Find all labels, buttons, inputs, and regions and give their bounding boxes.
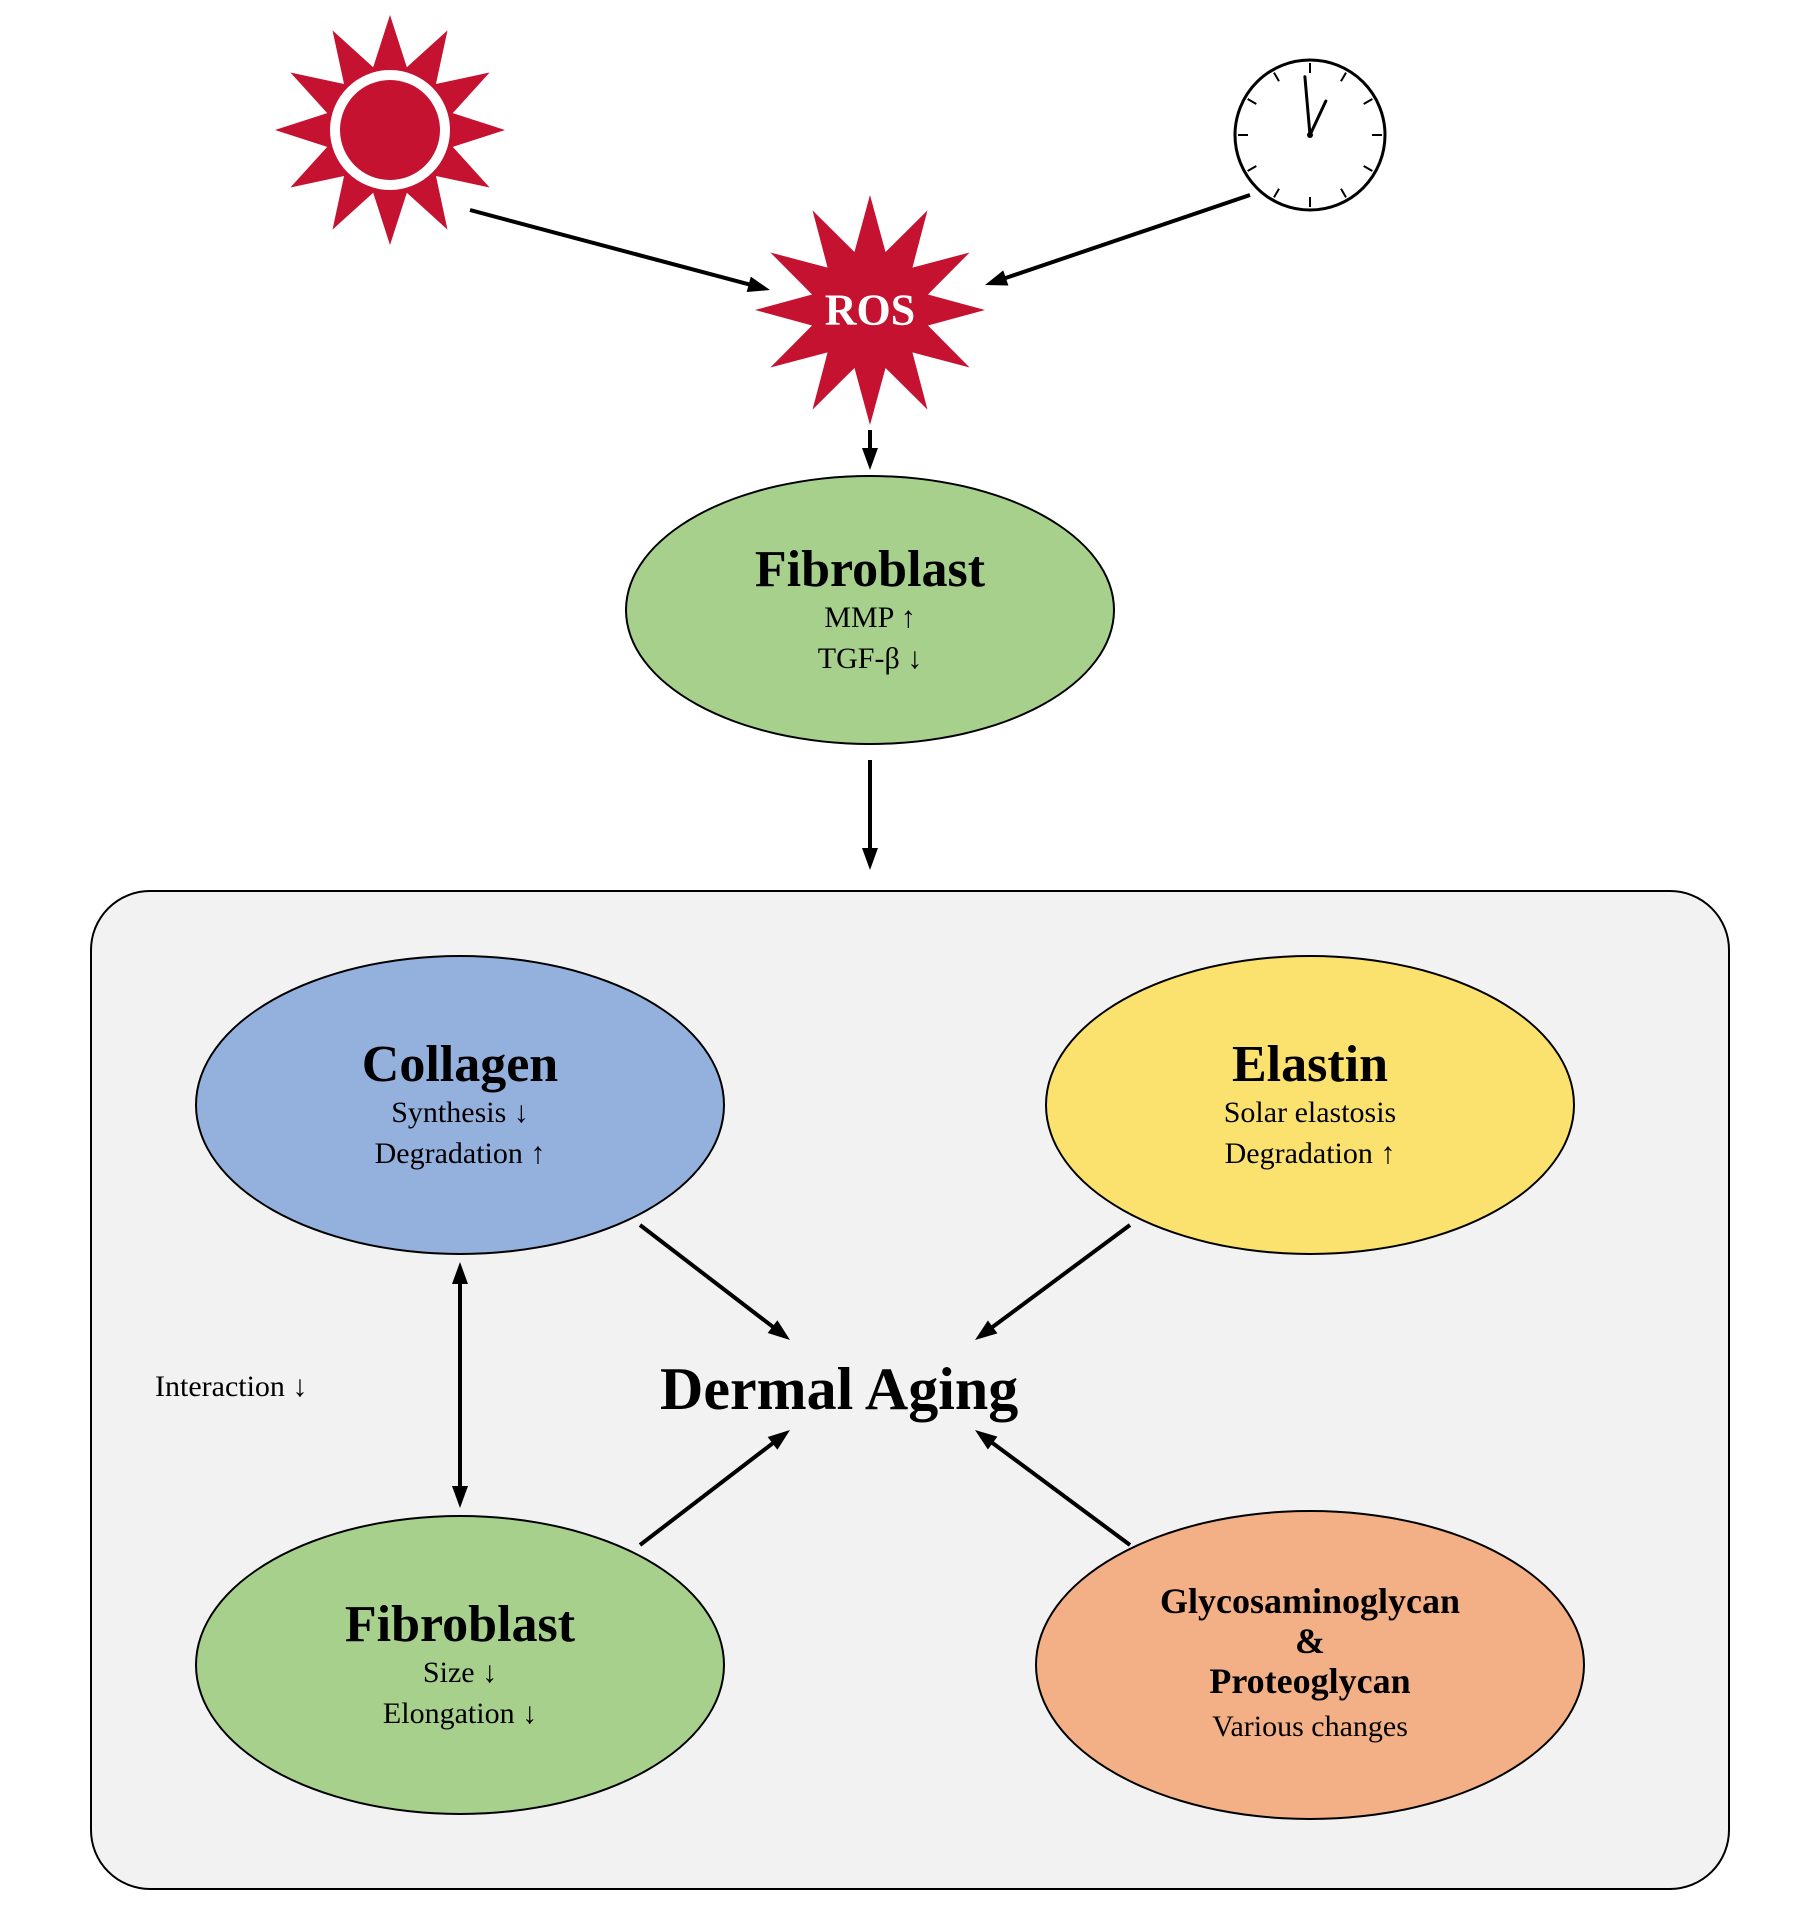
diagram-canvas: ROS Fibroblast MMP ↑ TGF-β ↓ Collagen Sy…: [0, 0, 1818, 1923]
gag-title-1: Glycosaminoglycan: [1160, 1582, 1460, 1622]
interaction-label: Interaction ↓: [155, 1370, 307, 1404]
fibroblast-bottom-line1: Size ↓: [423, 1653, 497, 1694]
collagen-title: Collagen: [362, 1036, 558, 1093]
fibroblast-bottom-title: Fibroblast: [345, 1596, 575, 1653]
fibroblast-bottom-line2: Elongation ↓: [383, 1694, 537, 1735]
elastin-line2: Degradation ↑: [1225, 1134, 1396, 1175]
arrow: [997, 195, 1250, 281]
gag-title-2: &: [1295, 1622, 1325, 1662]
elastin-node: Elastin Solar elastosis Degradation ↑: [1045, 955, 1575, 1255]
clock-icon: [1235, 60, 1385, 210]
ros-star-icon: [755, 195, 985, 425]
dermal-aging-label: Dermal Aging: [660, 1355, 1018, 1424]
gag-node: Glycosaminoglycan & Proteoglycan Various…: [1035, 1510, 1585, 1820]
fibroblast-top-line1: MMP ↑: [824, 598, 915, 639]
ros-label: ROS: [825, 286, 915, 335]
collagen-line1: Synthesis ↓: [391, 1093, 529, 1134]
fibroblast-bottom-node: Fibroblast Size ↓ Elongation ↓: [195, 1515, 725, 1815]
collagen-line2: Degradation ↑: [375, 1134, 546, 1175]
gag-title-3: Proteoglycan: [1209, 1662, 1410, 1702]
sun-icon: [275, 15, 505, 245]
fibroblast-top-node: Fibroblast MMP ↑ TGF-β ↓: [625, 475, 1115, 745]
fibroblast-top-title: Fibroblast: [755, 541, 985, 598]
elastin-title: Elastin: [1232, 1036, 1388, 1093]
elastin-line1: Solar elastosis: [1224, 1093, 1397, 1134]
collagen-node: Collagen Synthesis ↓ Degradation ↑: [195, 955, 725, 1255]
fibroblast-top-line2: TGF-β ↓: [818, 639, 922, 680]
arrow: [470, 210, 757, 287]
gag-line1: Various changes: [1212, 1707, 1408, 1748]
